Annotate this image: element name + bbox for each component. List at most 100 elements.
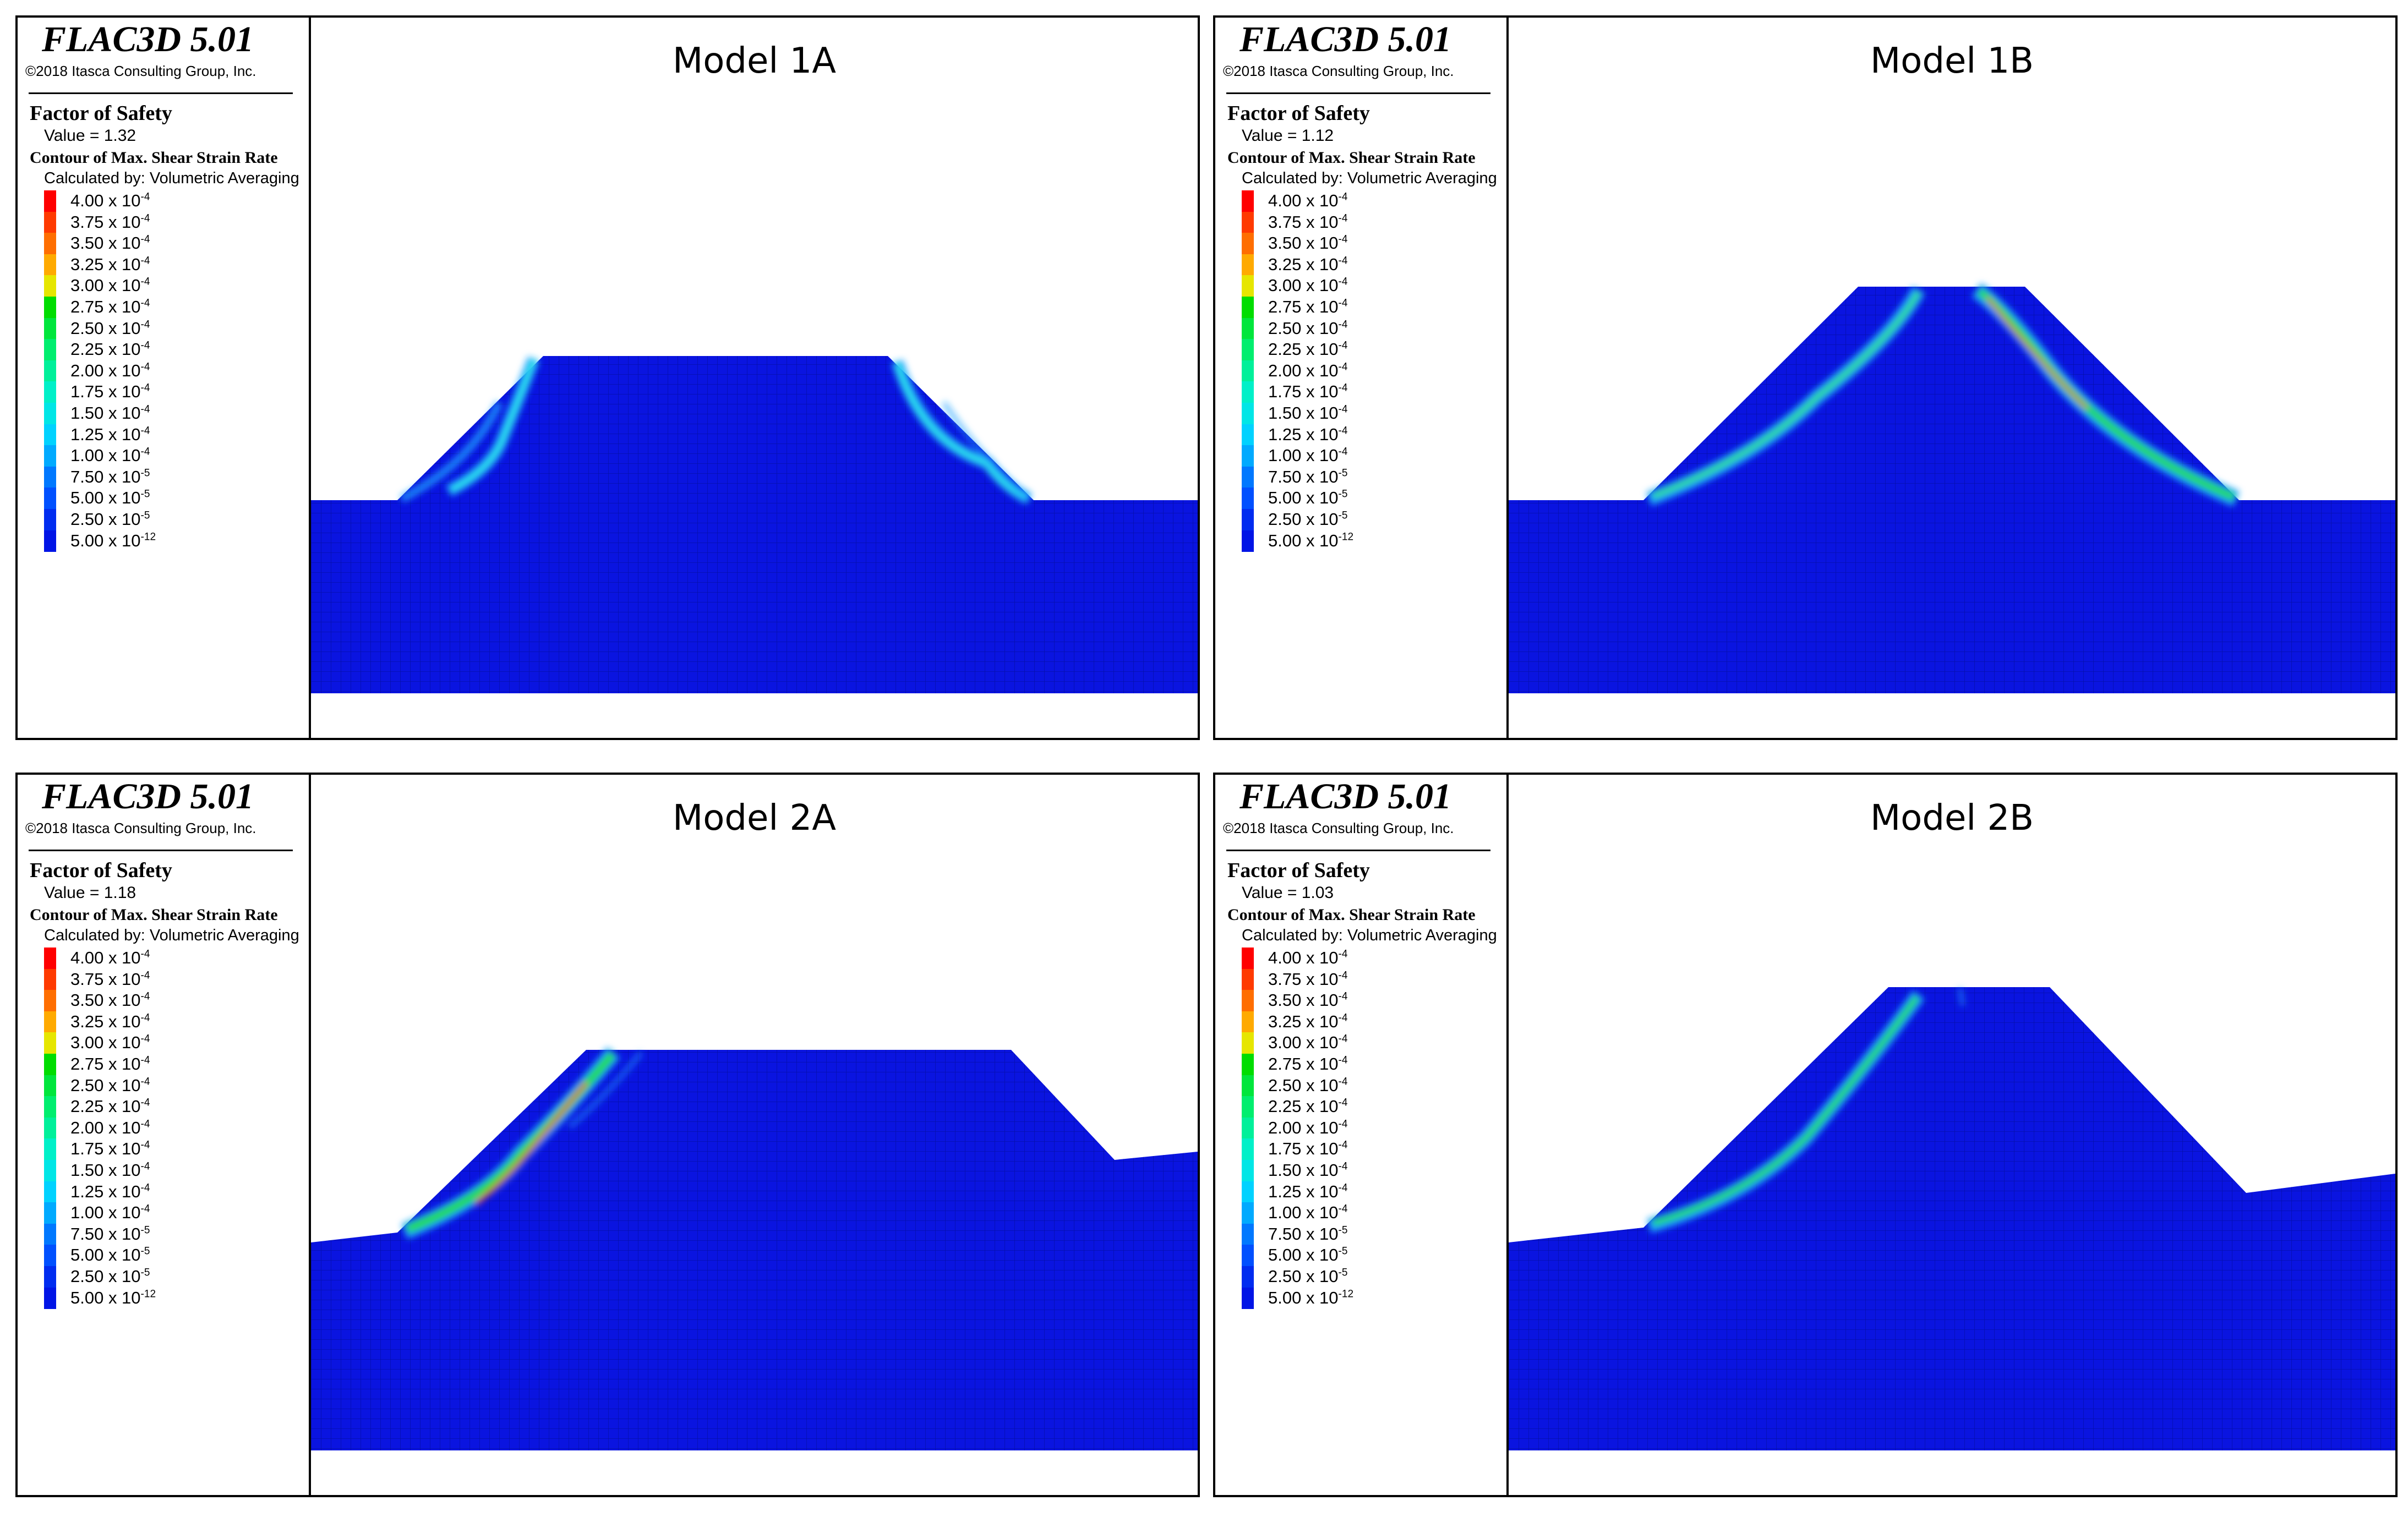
scale-label: 3.25 x 10-4 [1268,1011,1348,1031]
scale-label: 5.00 x 10-12 [1268,1288,1354,1307]
app-title: FLAC3D 5.01 [42,776,254,817]
scale-swatch [44,296,56,318]
scale-swatch [44,466,56,488]
scale-swatch [44,424,56,446]
scale-label: 2.00 x 10-4 [70,1118,150,1137]
contour-label: Contour of Max. Shear Strain Rate [30,906,278,924]
legend-model-2a: FLAC3D 5.01 ©2018 Itasca Consulting Grou… [18,775,311,1495]
contour-label: Contour of Max. Shear Strain Rate [30,149,278,167]
scale-swatch [44,381,56,403]
copyright-text: ©2018 Itasca Consulting Group, Inc. [1223,63,1454,79]
scale-label: 2.75 x 10-4 [70,297,150,316]
shear-band [1646,283,2240,507]
scale-swatch [44,508,56,530]
scale-swatch [1242,190,1254,212]
scale-swatch [1242,1117,1254,1139]
scale-label: 3.75 x 10-4 [70,969,150,989]
scale-label: 2.50 x 10-5 [1268,1266,1348,1286]
panel-model-2a: FLAC3D 5.01 ©2018 Itasca Consulting Grou… [15,773,1200,1497]
scale-swatch [44,339,56,361]
scale-swatch [44,1202,56,1224]
fos-label: Factor of Safety [30,102,172,125]
scale-label: 2.25 x 10-4 [1268,1097,1348,1116]
scale-swatch [1242,424,1254,446]
scale-swatch [44,402,56,424]
shear-band [400,357,1033,505]
scale-swatch [1242,1245,1254,1267]
divider [1226,92,1490,94]
divider [29,92,293,94]
scale-label: 7.50 x 10-5 [1268,1224,1348,1244]
scale-swatch [44,360,56,382]
copyright-text: ©2018 Itasca Consulting Group, Inc. [1223,820,1454,836]
scale-label: 2.75 x 10-4 [1268,1054,1348,1074]
scale-label: 2.50 x 10-4 [1268,318,1348,338]
scale-swatch [1242,381,1254,403]
scale-label: 7.50 x 10-5 [70,467,150,486]
scale-swatch [44,1032,56,1054]
model-title: Model 2A [673,798,836,839]
scale-swatch [44,1011,56,1033]
scale-swatch [1242,1096,1254,1118]
model-viewport[interactable]: Model 1B [1509,18,2395,738]
scale-swatch [1242,275,1254,297]
scale-label: 2.25 x 10-4 [70,339,150,359]
scale-label: 3.50 x 10-4 [1268,233,1348,253]
legend-model-2b: FLAC3D 5.01 ©2018 Itasca Consulting Grou… [1215,775,1509,1495]
fos-label: Factor of Safety [1227,102,1370,125]
legend-model-1a: FLAC3D 5.01 ©2018 Itasca Consulting Grou… [18,18,311,738]
model-viewport[interactable]: Model 2B [1509,775,2395,1495]
copyright-text: ©2018 Itasca Consulting Group, Inc. [25,63,256,79]
divider [1226,850,1490,851]
fos-value: Value = 1.18 [44,884,136,902]
scale-label: 3.00 x 10-4 [1268,276,1348,295]
scale-swatch [1242,1159,1254,1181]
scale-label: 1.75 x 10-4 [70,382,150,402]
scale-label: 1.50 x 10-4 [70,1160,150,1180]
shear-band [1647,988,1965,1233]
panel-model-1b: FLAC3D 5.01 ©2018 Itasca Consulting Grou… [1213,15,2398,740]
scale-swatch [44,190,56,212]
scale-label: 3.75 x 10-4 [1268,212,1348,232]
scale-swatch [1242,1138,1254,1160]
model-viewport[interactable]: Model 1A [311,18,1198,738]
scale-label: 3.50 x 10-4 [70,990,150,1010]
scale-label: 1.75 x 10-4 [1268,1139,1348,1159]
scale-label: 3.25 x 10-4 [70,1011,150,1031]
fos-value: Value = 1.12 [1242,127,1334,145]
app-title: FLAC3D 5.01 [1240,776,1452,817]
scale-label: 3.00 x 10-4 [70,1033,150,1053]
scale-swatch [1242,948,1254,969]
scale-label: 2.00 x 10-4 [1268,1118,1348,1137]
scale-swatch [1242,254,1254,276]
scale-label: 1.25 x 10-4 [1268,1181,1348,1201]
scale-swatch [1242,317,1254,339]
scale-swatch [44,990,56,1012]
scale-swatch [1242,1181,1254,1203]
scale-label: 3.75 x 10-4 [1268,969,1348,989]
scale-label: 5.00 x 10-12 [70,530,156,550]
scale-label: 1.00 x 10-4 [1268,1203,1348,1223]
scale-label: 2.00 x 10-4 [1268,360,1348,380]
model-title: Model 2B [1870,798,2034,839]
scale-swatch [44,1053,56,1075]
scale-swatch [1242,466,1254,488]
scale-label: 1.00 x 10-4 [70,446,150,465]
scale-label: 1.00 x 10-4 [70,1203,150,1223]
scale-swatch [1242,1266,1254,1288]
scale-label: 7.50 x 10-5 [1268,467,1348,486]
shear-band [401,1047,643,1239]
scale-swatch [1242,1011,1254,1033]
scale-label: 3.50 x 10-4 [1268,990,1348,1010]
model-title: Model 1B [1870,41,2034,81]
scale-label: 4.00 x 10-4 [1268,191,1348,210]
mesh-model-2b [1509,987,2395,1450]
model-viewport[interactable]: Model 2A [311,775,1198,1495]
scale-label: 2.50 x 10-5 [70,1266,150,1286]
scale-swatch [44,968,56,990]
scale-label: 3.25 x 10-4 [70,254,150,274]
scale-label: 5.00 x 10-5 [70,488,150,508]
scale-label: 3.00 x 10-4 [70,276,150,295]
fos-label: Factor of Safety [30,859,172,882]
scale-swatch [1242,402,1254,424]
